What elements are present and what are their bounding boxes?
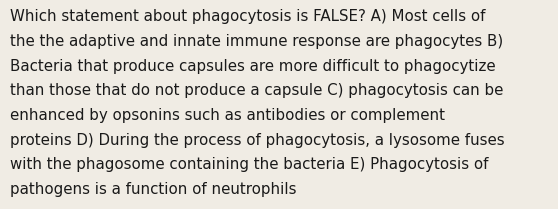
Text: with the phagosome containing the bacteria E) Phagocytosis of: with the phagosome containing the bacter… — [10, 157, 489, 172]
Text: than those that do not produce a capsule C) phagocytosis can be: than those that do not produce a capsule… — [10, 83, 503, 98]
Text: the the adaptive and innate immune response are phagocytes B): the the adaptive and innate immune respo… — [10, 34, 503, 49]
Text: enhanced by opsonins such as antibodies or complement: enhanced by opsonins such as antibodies … — [10, 108, 445, 123]
Text: pathogens is a function of neutrophils: pathogens is a function of neutrophils — [10, 182, 296, 197]
Text: Bacteria that produce capsules are more difficult to phagocytize: Bacteria that produce capsules are more … — [10, 59, 496, 74]
Text: proteins D) During the process of phagocytosis, a lysosome fuses: proteins D) During the process of phagoc… — [10, 133, 504, 148]
Text: Which statement about phagocytosis is FALSE? A) Most cells of: Which statement about phagocytosis is FA… — [10, 9, 485, 24]
